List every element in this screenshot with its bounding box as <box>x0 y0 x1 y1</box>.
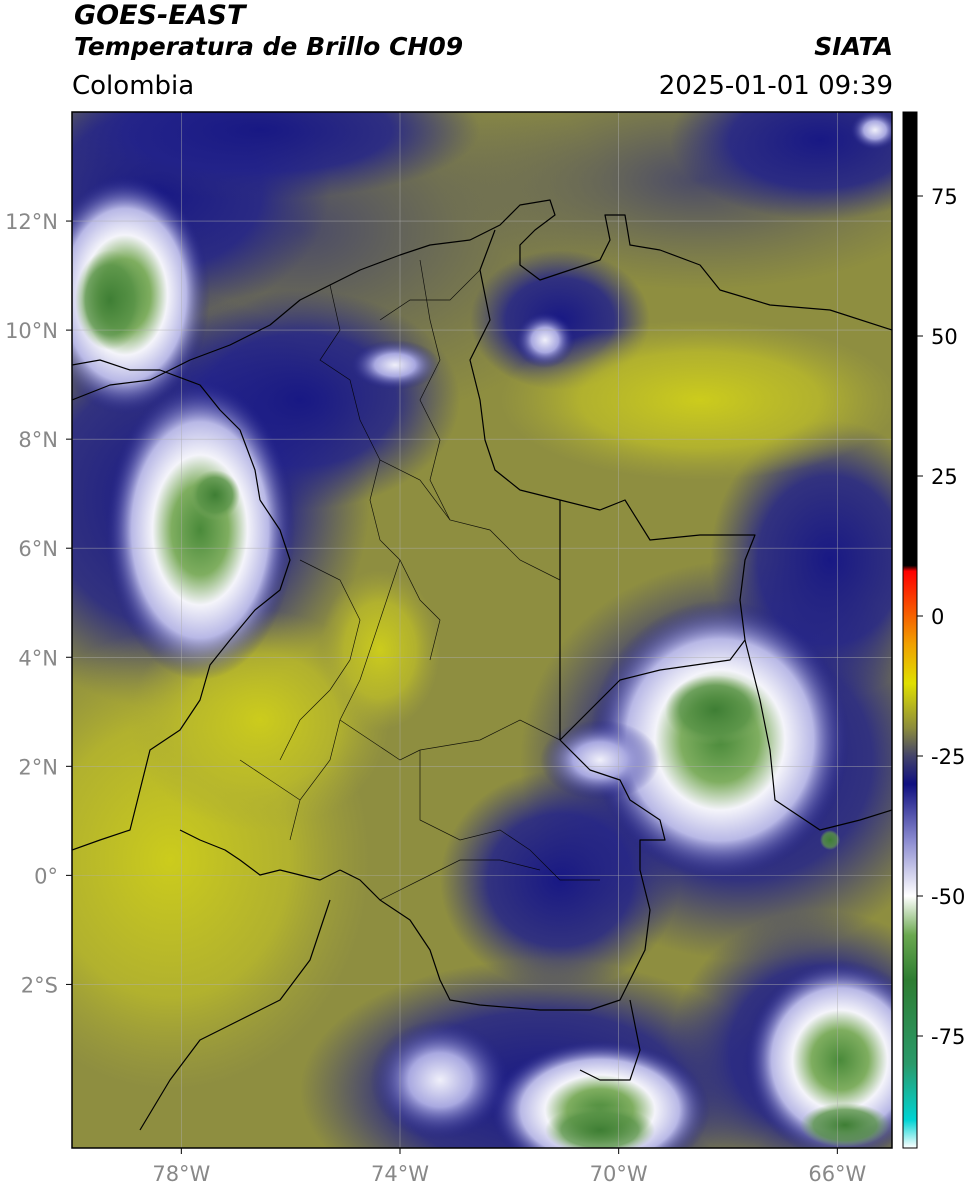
lon-tick-label: 74°W <box>371 1162 429 1186</box>
graticule <box>72 112 892 1148</box>
colorbar-tick-label: 0 <box>931 605 944 629</box>
colorbar-tick-label: 50 <box>931 325 958 349</box>
lat-tick-label: 10°N <box>5 319 58 343</box>
lat-tick-label: 8°N <box>18 428 58 452</box>
colorbar-ticks: 75 50 25 0 -25 -50 -75 <box>917 185 965 1049</box>
latitude-axis: 12°N 10°N 8°N 6°N 4°N 2°N 0° 2°S <box>5 210 72 997</box>
map-frame <box>71 111 893 1149</box>
country-borders <box>72 199 892 1131</box>
lon-tick-label: 70°W <box>590 1162 648 1186</box>
department-borders <box>239 259 600 901</box>
title-product: Temperatura de Brillo CH09 <box>74 32 464 61</box>
lat-tick-label: 2°N <box>18 755 58 779</box>
colorbar-gradient <box>903 112 917 1148</box>
lon-tick-label: 78°W <box>152 1162 210 1186</box>
colorbar-tick-label: 75 <box>931 185 958 209</box>
lat-tick-label: 6°N <box>18 537 58 561</box>
title-satellite: GOES-EAST <box>74 0 246 31</box>
lat-tick-label: 0° <box>34 864 58 888</box>
title-region: Colombia <box>72 71 195 101</box>
brightness-temperature-field <box>72 112 892 1148</box>
colorbar-tick-label: -25 <box>931 745 965 769</box>
colorbar-fill <box>903 112 917 1148</box>
colorbar: 75 50 25 0 -25 -50 -75 <box>902 111 965 1149</box>
colorbar-tick-label: 25 <box>931 465 958 489</box>
lat-tick-label: 4°N <box>18 646 58 670</box>
lat-tick-label: 12°N <box>5 210 58 234</box>
colorbar-tick-label: -75 <box>931 1025 965 1049</box>
title-source: SIATA <box>814 32 893 61</box>
lon-tick-label: 66°W <box>808 1162 866 1186</box>
colorbar-frame <box>902 111 918 1149</box>
title-datetime: 2025-01-01 09:39 <box>658 71 893 101</box>
colorbar-tick-label: -50 <box>931 885 965 909</box>
lat-tick-label: 2°S <box>21 973 58 997</box>
longitude-axis: 78°W 74°W 70°W 66°W <box>152 1148 867 1186</box>
